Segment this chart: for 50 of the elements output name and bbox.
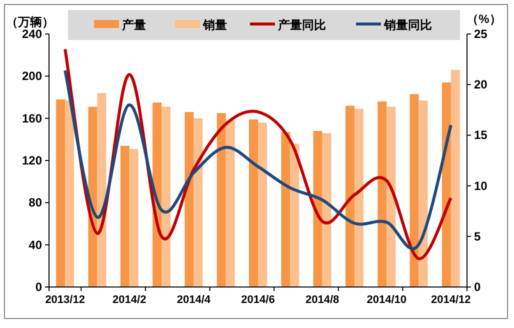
bar xyxy=(88,106,98,287)
legend-label: 产量同比 xyxy=(277,18,326,32)
legend-label: 销量 xyxy=(202,18,227,32)
bar xyxy=(354,108,364,287)
bar xyxy=(184,112,194,287)
legend-label: 产量 xyxy=(121,18,146,32)
bar xyxy=(216,113,226,287)
bar xyxy=(281,132,290,287)
x-tick-label: 2014/12 xyxy=(431,294,471,306)
bar xyxy=(226,120,235,287)
y2-tick-label: 25 xyxy=(474,27,488,41)
y2-tick-label: 20 xyxy=(474,78,488,92)
x-tick-label: 2014/6 xyxy=(241,294,275,306)
bar xyxy=(65,100,74,287)
bar xyxy=(378,101,387,287)
bar xyxy=(410,94,419,287)
bar xyxy=(97,93,106,287)
y-tick-label: 80 xyxy=(28,196,42,210)
bar xyxy=(345,106,354,287)
bar xyxy=(249,119,258,287)
y2-tick-label: 10 xyxy=(474,178,488,193)
bar xyxy=(56,99,66,287)
y-tick-label: 200 xyxy=(22,69,42,84)
bar xyxy=(290,144,300,287)
y-axis-title: （万辆） xyxy=(6,15,54,29)
x-tick-label: 2014/4 xyxy=(176,294,212,306)
bar xyxy=(418,100,428,287)
x-tick-label: 2013/12 xyxy=(45,294,85,306)
legend-label: 销量同比 xyxy=(383,18,432,32)
y2-tick-label: 5 xyxy=(474,229,481,244)
y2-tick-label: 15 xyxy=(474,128,488,142)
y-tick-label: 40 xyxy=(28,238,42,252)
y-tick-label: 120 xyxy=(22,154,42,168)
x-tick-label: 2014/8 xyxy=(305,294,340,306)
bar xyxy=(120,146,130,287)
y-tick-label: 0 xyxy=(35,280,42,294)
bar xyxy=(129,148,138,287)
bar xyxy=(162,106,171,287)
y2-axis-title: （%） xyxy=(466,12,502,26)
y2-tick-label: 0 xyxy=(474,280,481,294)
bar xyxy=(313,130,322,287)
bar xyxy=(322,133,332,287)
y-tick-label: 160 xyxy=(22,111,42,126)
bar xyxy=(258,122,267,287)
bar xyxy=(194,118,203,287)
bar xyxy=(386,106,396,287)
x-tick-label: 2014/2 xyxy=(112,294,146,306)
bar xyxy=(450,70,460,287)
x-tick-label: 2014/10 xyxy=(366,294,406,306)
y-tick-label: 240 xyxy=(22,27,42,41)
